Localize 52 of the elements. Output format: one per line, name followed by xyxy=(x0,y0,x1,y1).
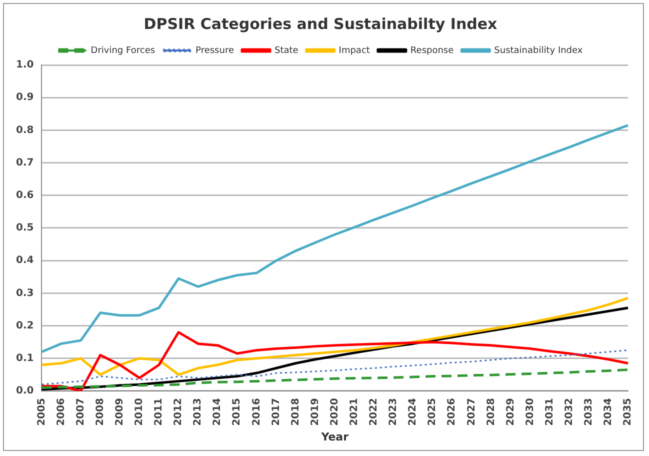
x-tick-label: 2008 xyxy=(94,398,106,426)
x-tick-label: 2030 xyxy=(524,398,536,426)
x-tick-label: 2024 xyxy=(408,398,419,426)
x-tick-label: 2033 xyxy=(584,398,595,426)
chart-title: DPSIR Categories and Sustainabilty Index xyxy=(144,14,498,33)
x-tick-label: 2011 xyxy=(154,398,165,426)
x-tick-label: 2025 xyxy=(427,398,438,426)
x-tick-label: 2010 xyxy=(134,398,146,426)
y-tick-label: 0.4 xyxy=(16,255,34,266)
legend-label: Response xyxy=(410,46,454,56)
x-tick-label: 2020 xyxy=(329,398,340,426)
x-tick-label: 2016 xyxy=(251,398,262,426)
x-tick-label: 2021 xyxy=(348,398,360,426)
line-series xyxy=(40,349,629,386)
x-tick-label: 2013 xyxy=(192,398,204,426)
x-tick-label: 2027 xyxy=(466,398,478,426)
x-axis-title: Year xyxy=(320,430,350,444)
y-tick-label: 0.6 xyxy=(16,190,34,201)
x-tick-label: 2006 xyxy=(56,398,67,426)
x-tick-label: 2007 xyxy=(75,398,86,426)
y-tick-label: 0.2 xyxy=(16,320,34,332)
x-tick-label: 2034 xyxy=(603,398,614,426)
legend-label: Pressure xyxy=(196,46,234,56)
x-tick-label: 2026 xyxy=(446,398,458,426)
y-tick-label: 0.1 xyxy=(16,352,34,364)
y-tick-label: 0.0 xyxy=(16,386,34,397)
y-tick-label: 1.0 xyxy=(16,60,34,71)
x-tick-label: 2014 xyxy=(212,398,224,426)
legend-label: Impact xyxy=(338,46,370,56)
legend-label: Driving Forces xyxy=(90,46,156,56)
x-tick-label: 2029 xyxy=(505,398,516,426)
x-tick-label: 2018 xyxy=(290,398,302,426)
legend-label: State xyxy=(274,46,299,56)
x-tick-label: 2015 xyxy=(232,398,243,426)
x-tick-label: 2012 xyxy=(173,398,184,426)
x-tick-label: 2032 xyxy=(564,398,575,426)
x-tick-label: 2019 xyxy=(310,398,321,426)
x-tick-label: 2023 xyxy=(388,398,400,426)
x-tick-label: 2028 xyxy=(486,398,497,426)
x-tick-label: 2035 xyxy=(622,398,634,426)
x-tick-label: 2022 xyxy=(368,398,380,426)
y-tick-label: 0.8 xyxy=(16,124,34,136)
x-tick-label: 2009 xyxy=(114,398,126,426)
legend-label: Sustainability Index xyxy=(494,46,584,56)
y-tick-label: 0.3 xyxy=(16,288,34,299)
y-tick-label: 0.7 xyxy=(16,157,34,168)
x-tick-label: 2031 xyxy=(544,398,556,426)
y-tick-label: 0.5 xyxy=(16,222,34,234)
y-tick-label: 0.9 xyxy=(16,92,34,104)
line-series xyxy=(40,368,630,389)
x-tick-label: 2017 xyxy=(270,398,282,426)
x-tick-label: 2005 xyxy=(36,398,48,426)
